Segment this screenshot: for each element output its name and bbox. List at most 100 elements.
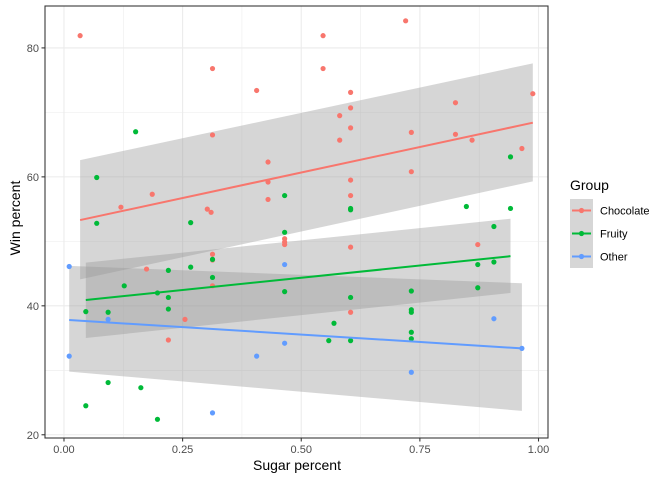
data-point-chocolate	[347, 125, 354, 131]
legend-label: Chocolate	[600, 206, 650, 218]
data-point-fruity	[507, 154, 514, 160]
y-tick-label: 80	[27, 43, 39, 55]
data-point-fruity	[491, 259, 497, 265]
fit-line-chocolate	[79, 121, 534, 222]
data-point-other	[519, 345, 525, 351]
data-point-chocolate	[347, 89, 354, 95]
x-tick-label: 1.00	[528, 444, 549, 456]
data-point-chocolate	[143, 266, 150, 272]
confidence-band-other	[69, 265, 522, 411]
data-point-fruity	[105, 309, 111, 315]
data-point-fruity	[165, 306, 171, 312]
data-point-fruity	[188, 220, 194, 226]
data-point-chocolate	[519, 145, 525, 152]
data-point-other	[282, 340, 288, 346]
data-point-chocolate	[347, 105, 354, 111]
data-point-chocolate	[209, 132, 216, 138]
data-point-fruity	[209, 274, 216, 281]
x-tick-label: 0.00	[53, 444, 74, 456]
data-point-fruity	[94, 174, 100, 181]
data-point-chocolate	[204, 206, 210, 212]
legend-entry-other: Other	[570, 245, 628, 268]
data-point-fruity	[154, 416, 161, 422]
data-points	[66, 18, 536, 422]
data-point-other	[209, 410, 216, 416]
data-point-fruity	[347, 294, 354, 301]
data-point-fruity	[188, 264, 194, 270]
data-point-fruity	[408, 336, 414, 342]
legend: Group Chocolate Fruity Other	[570, 177, 650, 268]
data-point-fruity	[282, 229, 288, 235]
y-tick-label: 20	[27, 430, 39, 442]
plot-area	[45, 6, 548, 438]
legend-entry-chocolate: Chocolate	[570, 199, 650, 222]
data-point-chocolate	[165, 337, 171, 343]
data-point-chocolate	[320, 65, 326, 72]
data-point-chocolate	[475, 241, 481, 248]
data-point-chocolate	[347, 177, 354, 183]
legend-entry-fruity: Fruity	[570, 222, 628, 245]
x-tick-label: 0.25	[172, 444, 193, 456]
x-tick-label: 0.75	[409, 444, 430, 456]
y-axis-title: Win percent	[7, 181, 23, 256]
legend-label: Other	[600, 252, 628, 264]
data-point-chocolate	[118, 204, 124, 210]
data-point-chocolate	[408, 129, 414, 135]
data-point-chocolate	[469, 137, 475, 143]
data-point-chocolate	[347, 309, 354, 315]
data-point-fruity	[491, 223, 497, 230]
legend-entries: Chocolate Fruity Other	[570, 199, 650, 268]
data-point-chocolate	[530, 91, 536, 97]
data-point-fruity	[121, 283, 127, 289]
data-point-chocolate	[208, 209, 214, 215]
legend-key-point	[578, 207, 585, 214]
data-point-chocolate	[149, 191, 155, 197]
y-tick-label: 60	[27, 172, 39, 184]
data-point-other	[105, 316, 111, 322]
data-point-chocolate	[337, 113, 343, 119]
legend-label: Fruity	[600, 229, 628, 241]
data-point-fruity	[105, 379, 111, 386]
data-point-fruity	[165, 267, 171, 273]
data-point-chocolate	[408, 169, 414, 175]
data-point-other	[66, 263, 72, 270]
data-point-fruity	[138, 385, 144, 391]
data-point-fruity	[83, 309, 89, 315]
data-point-chocolate	[347, 192, 354, 199]
data-point-fruity	[133, 129, 139, 135]
data-point-fruity	[408, 309, 414, 315]
data-point-fruity	[408, 288, 414, 294]
x-tick-label: 0.50	[291, 444, 312, 456]
data-point-chocolate	[452, 100, 459, 106]
data-point-chocolate	[403, 18, 409, 24]
data-point-chocolate	[209, 251, 216, 257]
y-tick-label: 40	[27, 301, 39, 313]
data-point-other	[66, 353, 72, 359]
data-point-fruity	[475, 285, 481, 291]
data-point-fruity	[282, 289, 288, 295]
panel-border	[44, 5, 549, 439]
fit-line-fruity	[85, 255, 511, 302]
data-point-fruity	[282, 192, 288, 199]
data-point-other	[408, 369, 414, 375]
data-point-fruity	[94, 220, 100, 226]
data-point-fruity	[408, 329, 414, 335]
y-tick-labels: 20 40 60 80	[27, 43, 39, 442]
major-gridlines	[45, 6, 548, 438]
data-point-chocolate	[265, 159, 271, 165]
data-point-chocolate	[265, 196, 271, 203]
data-point-fruity	[165, 294, 171, 301]
fit-line-other	[69, 319, 522, 350]
data-point-fruity	[326, 338, 332, 344]
axis-ticks	[41, 47, 540, 442]
data-point-chocolate	[254, 87, 260, 94]
data-point-chocolate	[282, 241, 288, 248]
plot-panel	[45, 6, 548, 438]
data-point-chocolate	[77, 33, 83, 39]
data-point-chocolate	[337, 137, 343, 143]
x-axis-title: Sugar percent	[253, 457, 341, 473]
data-point-fruity	[507, 205, 514, 212]
data-point-chocolate	[320, 33, 326, 39]
data-point-fruity	[331, 320, 337, 326]
